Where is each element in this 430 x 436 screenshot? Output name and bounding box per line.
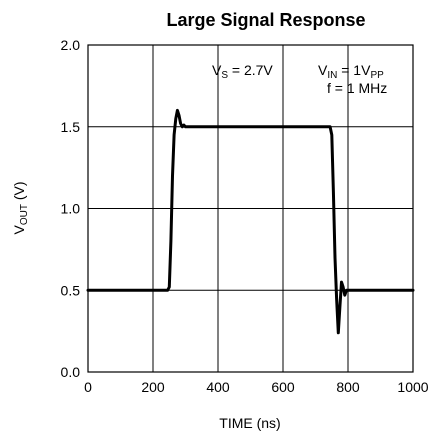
frequency-annotation: f = 1 MHz	[327, 80, 387, 96]
y-axis-label-sub: OUT	[19, 204, 30, 225]
x-tick-label: 200	[141, 379, 165, 395]
x-tick-label: 1000	[397, 379, 428, 395]
supply-voltage-annotation: VS = 2.7V	[212, 62, 273, 81]
x-axis-label: TIME (ns)	[219, 415, 280, 431]
chart-title: Large Signal Response	[166, 10, 365, 30]
y-axis-label: VOUT (V)	[11, 181, 30, 234]
y-tick-label: 1.0	[61, 201, 81, 217]
y-tick-label: 0.5	[61, 282, 81, 298]
y-tick-label: 0.0	[61, 364, 81, 380]
plot-frame	[87, 44, 414, 373]
x-tick-label: 600	[271, 379, 295, 395]
vout-trace	[86, 108, 415, 335]
x-tick-label: 800	[336, 379, 360, 395]
vin-rest: = 1V	[337, 62, 371, 78]
y-axis-label-main: V	[11, 225, 27, 235]
vs-sub: S	[221, 70, 228, 81]
vs-rest: = 2.7V	[228, 62, 273, 78]
x-tick-labels: 0 200 400 600 800 1000	[84, 379, 429, 395]
vin-main: V	[318, 62, 328, 78]
vs-main: V	[212, 62, 222, 78]
vin-sub2: PP	[370, 70, 384, 81]
y-tick-labels: 0.0 0.5 1.0 1.5 2.0	[61, 37, 81, 380]
y-axis-label-unit: (V)	[11, 181, 27, 204]
y-tick-label: 2.0	[61, 37, 81, 53]
y-tick-label: 1.5	[61, 119, 81, 135]
input-voltage-annotation: VIN = 1VPP	[318, 62, 384, 81]
vin-sub: IN	[327, 70, 337, 81]
x-tick-label: 400	[206, 379, 230, 395]
grid-lines	[88, 45, 413, 372]
x-tick-label: 0	[84, 379, 92, 395]
